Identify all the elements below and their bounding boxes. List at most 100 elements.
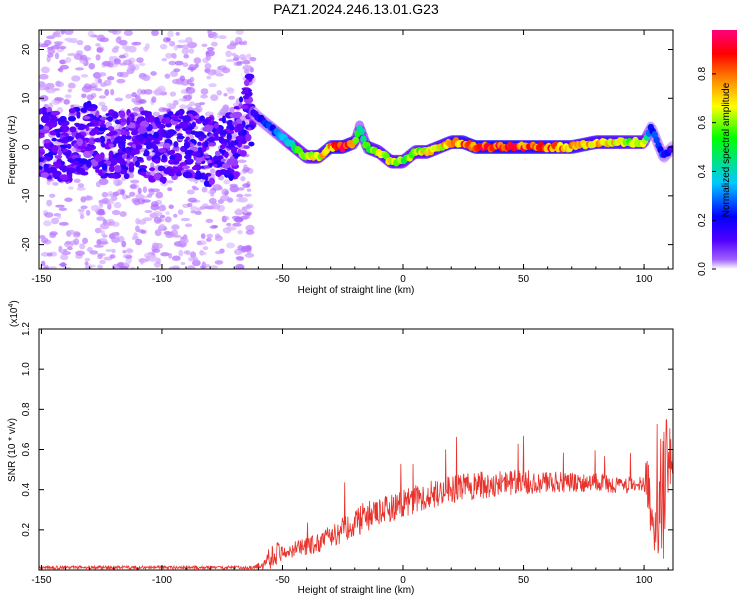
spectrogram-noise-blob bbox=[207, 30, 213, 35]
spectrogram-noise-blob bbox=[67, 82, 76, 89]
spectrogram-noise-blob bbox=[96, 47, 104, 53]
spectrogram-noise-blob bbox=[110, 88, 115, 96]
spectrogram-noise-blob bbox=[67, 88, 72, 93]
spectrogram-band-blob bbox=[41, 106, 47, 113]
spectrogram-noise-blob bbox=[160, 252, 170, 257]
spectrogram-noise-blob bbox=[205, 54, 212, 61]
spectrogram-noise-blob bbox=[244, 253, 255, 258]
spectrogram-noise-blob bbox=[169, 40, 176, 47]
spectrogram-noise-blob bbox=[113, 201, 122, 209]
spectrogram-blobs bbox=[39, 30, 673, 269]
spectrogram-noise-blob bbox=[216, 90, 223, 96]
spectrogram-band-blob bbox=[121, 147, 126, 152]
spectrogram-noise-blob bbox=[53, 41, 64, 45]
spectrogram-band-blob bbox=[99, 116, 107, 121]
spectrogram-noise-blob bbox=[138, 195, 149, 199]
spectrogram-noise-blob bbox=[229, 185, 240, 193]
spectrogram-band-blob bbox=[236, 123, 244, 132]
spectrogram-band-blob bbox=[239, 96, 244, 103]
spectrogram-noise-blob bbox=[104, 89, 110, 97]
spectrogram-band-blob bbox=[42, 113, 50, 117]
spectrogram-noise-blob bbox=[200, 94, 208, 99]
spectrogram-band-blob bbox=[220, 139, 231, 144]
spectrogram-band-blob bbox=[108, 130, 118, 136]
spectrogram-noise-blob bbox=[234, 216, 244, 223]
spectrogram-noise-blob bbox=[55, 80, 62, 87]
spectrogram-noise-blob bbox=[153, 261, 162, 268]
spectrogram-noise-blob bbox=[223, 92, 228, 97]
spectrogram-band-blob bbox=[197, 141, 202, 147]
spectrogram-noise-blob bbox=[118, 39, 128, 46]
spectrogram-noise-blob bbox=[99, 72, 107, 77]
spectrogram-band-blob bbox=[59, 165, 68, 172]
spectrogram-noise-blob bbox=[243, 164, 248, 171]
spectrogram-noise-blob bbox=[169, 91, 177, 97]
colorbar-tick-label: 0.6 bbox=[697, 115, 708, 129]
spectrogram-noise-blob bbox=[152, 111, 160, 117]
spectrogram-noise-blob bbox=[200, 88, 209, 95]
spectrogram-band-blob bbox=[43, 156, 52, 160]
spectrogram-band-blob bbox=[97, 161, 103, 165]
spectrogram-noise-blob bbox=[186, 265, 196, 269]
spectrogram-noise-blob bbox=[76, 187, 86, 191]
spectrogram-noise-blob bbox=[185, 87, 196, 94]
spectrogram-noise-blob bbox=[223, 179, 231, 185]
spectrogram-noise-blob bbox=[98, 265, 104, 269]
snr-ylabel: SNR (10 * v/v) bbox=[7, 418, 18, 482]
spectrogram-band-blob bbox=[248, 141, 255, 147]
spectrogram-band-blob bbox=[95, 110, 100, 118]
spectrogram-noise-blob bbox=[39, 84, 47, 91]
spectrogram-band-blob bbox=[227, 141, 236, 147]
spectrogram-band-blob bbox=[190, 130, 197, 135]
spectrogram-noise-blob bbox=[122, 194, 128, 200]
spectrogram-noise-blob bbox=[169, 70, 179, 77]
spectrogram-noise-blob bbox=[43, 39, 52, 46]
spectrogram-band-blob bbox=[181, 165, 191, 170]
spectrogram-noise-blob bbox=[186, 78, 192, 85]
spectrogram-noise-blob bbox=[80, 205, 88, 210]
spectrogram-noise-blob bbox=[116, 71, 124, 77]
spectrogram-band-blob bbox=[133, 137, 140, 145]
spectrogram-band-blob bbox=[144, 149, 149, 156]
snr-xtick-label: -100 bbox=[152, 575, 172, 586]
spectrogram-noise-blob bbox=[79, 243, 86, 250]
spectrogram-band-blob bbox=[153, 146, 159, 151]
spectrogram-noise-blob bbox=[80, 74, 89, 78]
spectrogram-band-blob bbox=[86, 100, 92, 109]
spectrogram-noise-blob bbox=[178, 98, 187, 102]
spectrogram-band-blob bbox=[101, 163, 108, 171]
snr-ytick-label: 0.2 bbox=[21, 522, 32, 536]
spectrogram-noise-blob bbox=[177, 209, 184, 215]
spectrogram-band-blob bbox=[167, 130, 177, 135]
spectrogram-noise-blob bbox=[64, 37, 73, 42]
spectrogram-noise-blob bbox=[166, 102, 174, 109]
spectrogram-band-blob bbox=[208, 142, 217, 147]
spectrogram-xtick-label: -50 bbox=[275, 274, 290, 285]
spectrogram-ytick-label: -10 bbox=[21, 188, 32, 203]
spectrogram-noise-blob bbox=[210, 94, 219, 101]
spectrogram-band-blob bbox=[39, 148, 45, 153]
spectrogram-noise-blob bbox=[194, 63, 199, 69]
spectrogram-noise-blob bbox=[167, 180, 174, 184]
spectrogram-noise-blob bbox=[181, 47, 190, 55]
spectrogram-noise-blob bbox=[90, 204, 100, 212]
spectrogram-noise-blob bbox=[236, 61, 243, 66]
spectrogram-noise-blob bbox=[240, 245, 250, 253]
spectrogram-band-blob bbox=[118, 141, 126, 145]
spectrogram-noise-blob bbox=[206, 75, 212, 80]
spectrogram-band-blob bbox=[221, 115, 226, 124]
spectrogram-band-blob bbox=[69, 126, 77, 133]
spectrogram-noise-blob bbox=[246, 204, 251, 210]
spectrogram-noise-blob bbox=[214, 250, 223, 255]
spectrogram-band-blob bbox=[243, 145, 250, 150]
spectrogram-noise-blob bbox=[99, 259, 106, 265]
spectrogram-noise-blob bbox=[187, 197, 197, 203]
spectrogram-noise-blob bbox=[43, 220, 52, 227]
spectrogram-noise-blob bbox=[180, 217, 191, 222]
spectrogram-band-blob bbox=[75, 123, 86, 127]
spectrogram-band-blob bbox=[39, 124, 44, 130]
spectrogram-noise-blob bbox=[113, 124, 120, 130]
spectrogram-noise-blob bbox=[47, 48, 56, 55]
spectrogram-band-blob bbox=[119, 110, 126, 119]
